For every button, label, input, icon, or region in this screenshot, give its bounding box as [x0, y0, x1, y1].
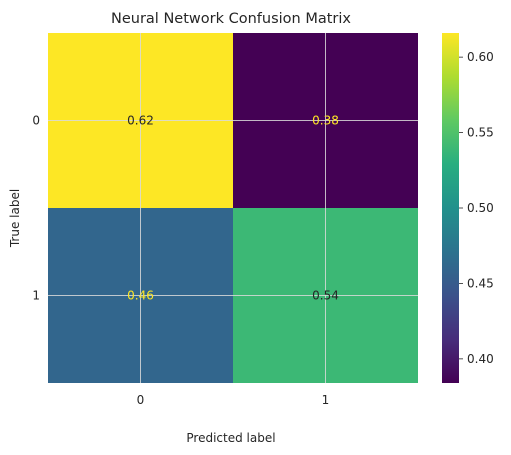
colorbar-tick-label: 0.50: [467, 201, 494, 215]
cell-value-label-0-0: 0.62: [127, 114, 154, 128]
colorbar-tick-label: 0.45: [467, 276, 494, 290]
cell-value-label-1-1: 0.54: [312, 289, 339, 303]
colorbar-tick-label: 0.60: [467, 50, 494, 64]
colorbar: [442, 33, 459, 383]
matrix-cells: [48, 33, 418, 383]
y-tick-label: 1: [32, 289, 40, 303]
y-axis-ticks: 01: [32, 114, 40, 303]
chart-title: Neural Network Confusion Matrix: [111, 11, 351, 27]
cell-value-label-1-0: 0.46: [127, 289, 154, 303]
colorbar-ticks: 0.60 0.55 0.50 0.45 0.40: [459, 50, 494, 366]
x-tick-label: 1: [322, 393, 330, 407]
colorbar-tick-label: 0.55: [467, 126, 494, 140]
colorbar-tick-label: 0.40: [467, 352, 494, 366]
y-axis-label: True label: [8, 189, 22, 248]
y-tick-label: 0: [32, 114, 40, 128]
cell-value-label-0-1: 0.38: [312, 114, 339, 128]
x-axis-label: Predicted label: [186, 431, 275, 445]
x-tick-label: 0: [137, 393, 145, 407]
